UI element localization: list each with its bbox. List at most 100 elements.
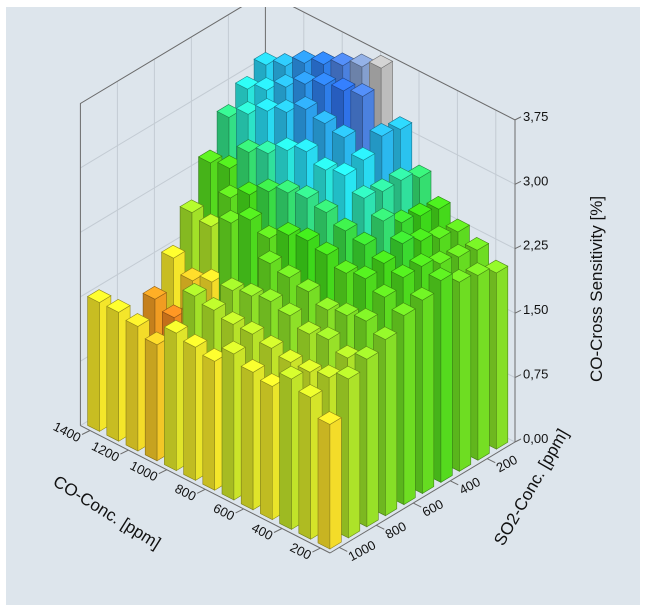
y-tick-label: 200 — [494, 452, 520, 475]
bar-top — [258, 288, 283, 303]
bar-top — [390, 264, 416, 278]
bar-top — [313, 156, 338, 171]
bar-face-x — [87, 296, 100, 432]
bar-face-x — [240, 365, 254, 511]
z-tick-label: 1,50 — [523, 302, 548, 317]
bar-face-y — [348, 371, 361, 539]
bar-top — [182, 333, 208, 348]
bar-top — [426, 195, 451, 210]
z-axis-title: CO-Cross Sensitivity [%] — [587, 196, 606, 382]
bar-face-x — [221, 347, 235, 501]
bar-top — [239, 282, 264, 297]
x-axis-title: CO-Conc. [ppm] — [50, 472, 164, 553]
bar-face-y — [329, 417, 342, 550]
z-tick-label: 3,75 — [523, 109, 548, 124]
bar-top — [370, 207, 396, 222]
bar-top — [179, 199, 205, 214]
bar-top — [240, 359, 266, 373]
bar-top — [142, 286, 168, 300]
bar-top — [313, 199, 339, 213]
x-tick — [158, 469, 168, 475]
bar-top — [369, 123, 394, 137]
bar-face-y — [403, 308, 416, 506]
bar-top — [372, 283, 397, 298]
bar-top — [465, 262, 490, 276]
x-tick — [196, 488, 206, 494]
bar-top — [333, 260, 359, 274]
bar-face-y — [422, 292, 435, 495]
bar-top — [353, 307, 379, 322]
z-tick — [514, 116, 522, 121]
bar-face-x — [183, 340, 196, 481]
bar-top — [331, 124, 357, 138]
bar-top — [371, 250, 397, 264]
bar-top — [409, 253, 434, 267]
z-tick-label: 3,00 — [523, 173, 548, 188]
y-tick — [413, 502, 422, 508]
bar-top — [391, 302, 416, 316]
bar-top — [278, 349, 303, 363]
bar — [317, 411, 342, 550]
x-tick-label: 1200 — [89, 438, 122, 464]
z-tick-label: 2,25 — [523, 238, 548, 253]
bar-top — [298, 384, 323, 398]
bar-top — [409, 286, 435, 301]
bar-top — [239, 321, 265, 335]
bar-top — [445, 218, 471, 233]
bar-top — [317, 411, 342, 425]
bar-top — [197, 149, 223, 164]
bar-top — [330, 77, 356, 92]
bar-top — [201, 297, 227, 311]
z-tick — [514, 245, 522, 250]
bar-top — [312, 110, 338, 124]
y-axis-line — [329, 441, 516, 554]
bar-top — [276, 222, 301, 236]
bar-face-y — [440, 273, 453, 483]
y-tick-label: 1000 — [346, 537, 379, 564]
bar-top — [464, 237, 490, 251]
y-tick — [339, 547, 348, 552]
bar-top — [160, 244, 186, 259]
bar-top — [297, 358, 323, 373]
bar-top — [278, 365, 304, 380]
bar-top — [352, 265, 378, 280]
bar-top — [106, 299, 131, 313]
bar-top — [294, 185, 320, 199]
bar-top — [407, 202, 433, 217]
bar — [125, 313, 150, 452]
bar-top — [315, 326, 341, 341]
bar3d-chart: CO-Cross Sensitivity [%] CO-Conc. [ppm] … — [50, 7, 606, 564]
bar-top — [259, 335, 284, 349]
x-tick — [273, 528, 283, 533]
bar-top — [277, 302, 303, 317]
bar-top — [332, 162, 357, 177]
y-tick — [376, 524, 385, 530]
bar-top — [333, 217, 358, 232]
z-tick — [514, 438, 522, 443]
bar-top — [428, 267, 453, 281]
x-tick — [312, 547, 321, 553]
x-tick — [81, 430, 91, 435]
bar-top — [296, 320, 322, 335]
bar-face-x — [298, 390, 312, 540]
bar-face-y — [496, 265, 509, 450]
bars-group — [86, 50, 509, 550]
z-tick — [514, 309, 522, 314]
bar-face-x — [164, 326, 177, 472]
bar-top — [352, 231, 377, 246]
bar-top — [335, 365, 361, 380]
bar-face-x — [202, 354, 215, 491]
bar-top — [315, 296, 340, 311]
bar-top — [368, 54, 394, 69]
bar-face-x — [260, 379, 273, 521]
bar-face-y — [366, 351, 379, 528]
x-tick — [235, 508, 244, 514]
bar-top — [311, 72, 337, 86]
bar-top — [275, 179, 301, 194]
bar-top — [276, 264, 302, 279]
x-tick-label: 1000 — [128, 458, 161, 484]
bar-top — [370, 178, 395, 192]
bar-top — [387, 116, 413, 130]
bar-top — [220, 311, 246, 325]
bar-top — [389, 230, 415, 245]
